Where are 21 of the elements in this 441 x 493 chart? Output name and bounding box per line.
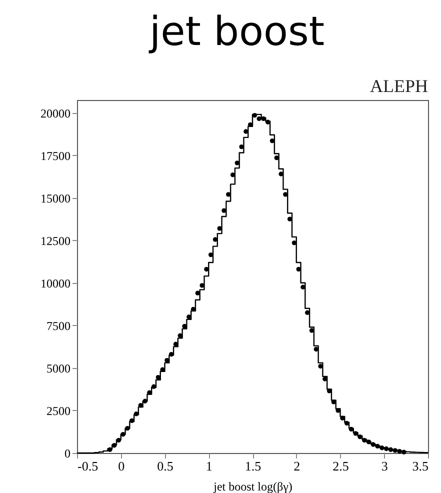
y-tick-label: 10000 bbox=[40, 276, 70, 290]
x-tick-label: 2 bbox=[294, 458, 300, 474]
y-tick-label: 2500 bbox=[46, 404, 70, 418]
x-tick-label: 2.5 bbox=[332, 458, 349, 474]
y-tick-label: 5000 bbox=[46, 361, 70, 376]
y-tick-label: 7500 bbox=[46, 318, 70, 333]
text: ALEPH bbox=[370, 76, 428, 96]
x-tick-label: -0.5 bbox=[78, 458, 98, 474]
x-tick-label: 1.5 bbox=[244, 458, 262, 474]
y-tick-label: 15000 bbox=[40, 191, 70, 206]
y-tick-label: 20000 bbox=[40, 106, 70, 120]
y-tick-label: 12500 bbox=[40, 234, 70, 248]
x-tick-label: 0.5 bbox=[157, 458, 174, 474]
x-axis-title: jet boost log(βγ) bbox=[212, 480, 292, 493]
y-tick-label: 17500 bbox=[40, 148, 70, 163]
x-tick-label: 3 bbox=[381, 458, 388, 474]
y-tick-label: 0 bbox=[64, 446, 70, 460]
x-tick-label: 0 bbox=[118, 458, 125, 474]
x-tick-label: 1 bbox=[206, 458, 212, 474]
x-tick-label: 3.5 bbox=[412, 458, 428, 474]
chart-title: jet boost bbox=[148, 9, 324, 55]
